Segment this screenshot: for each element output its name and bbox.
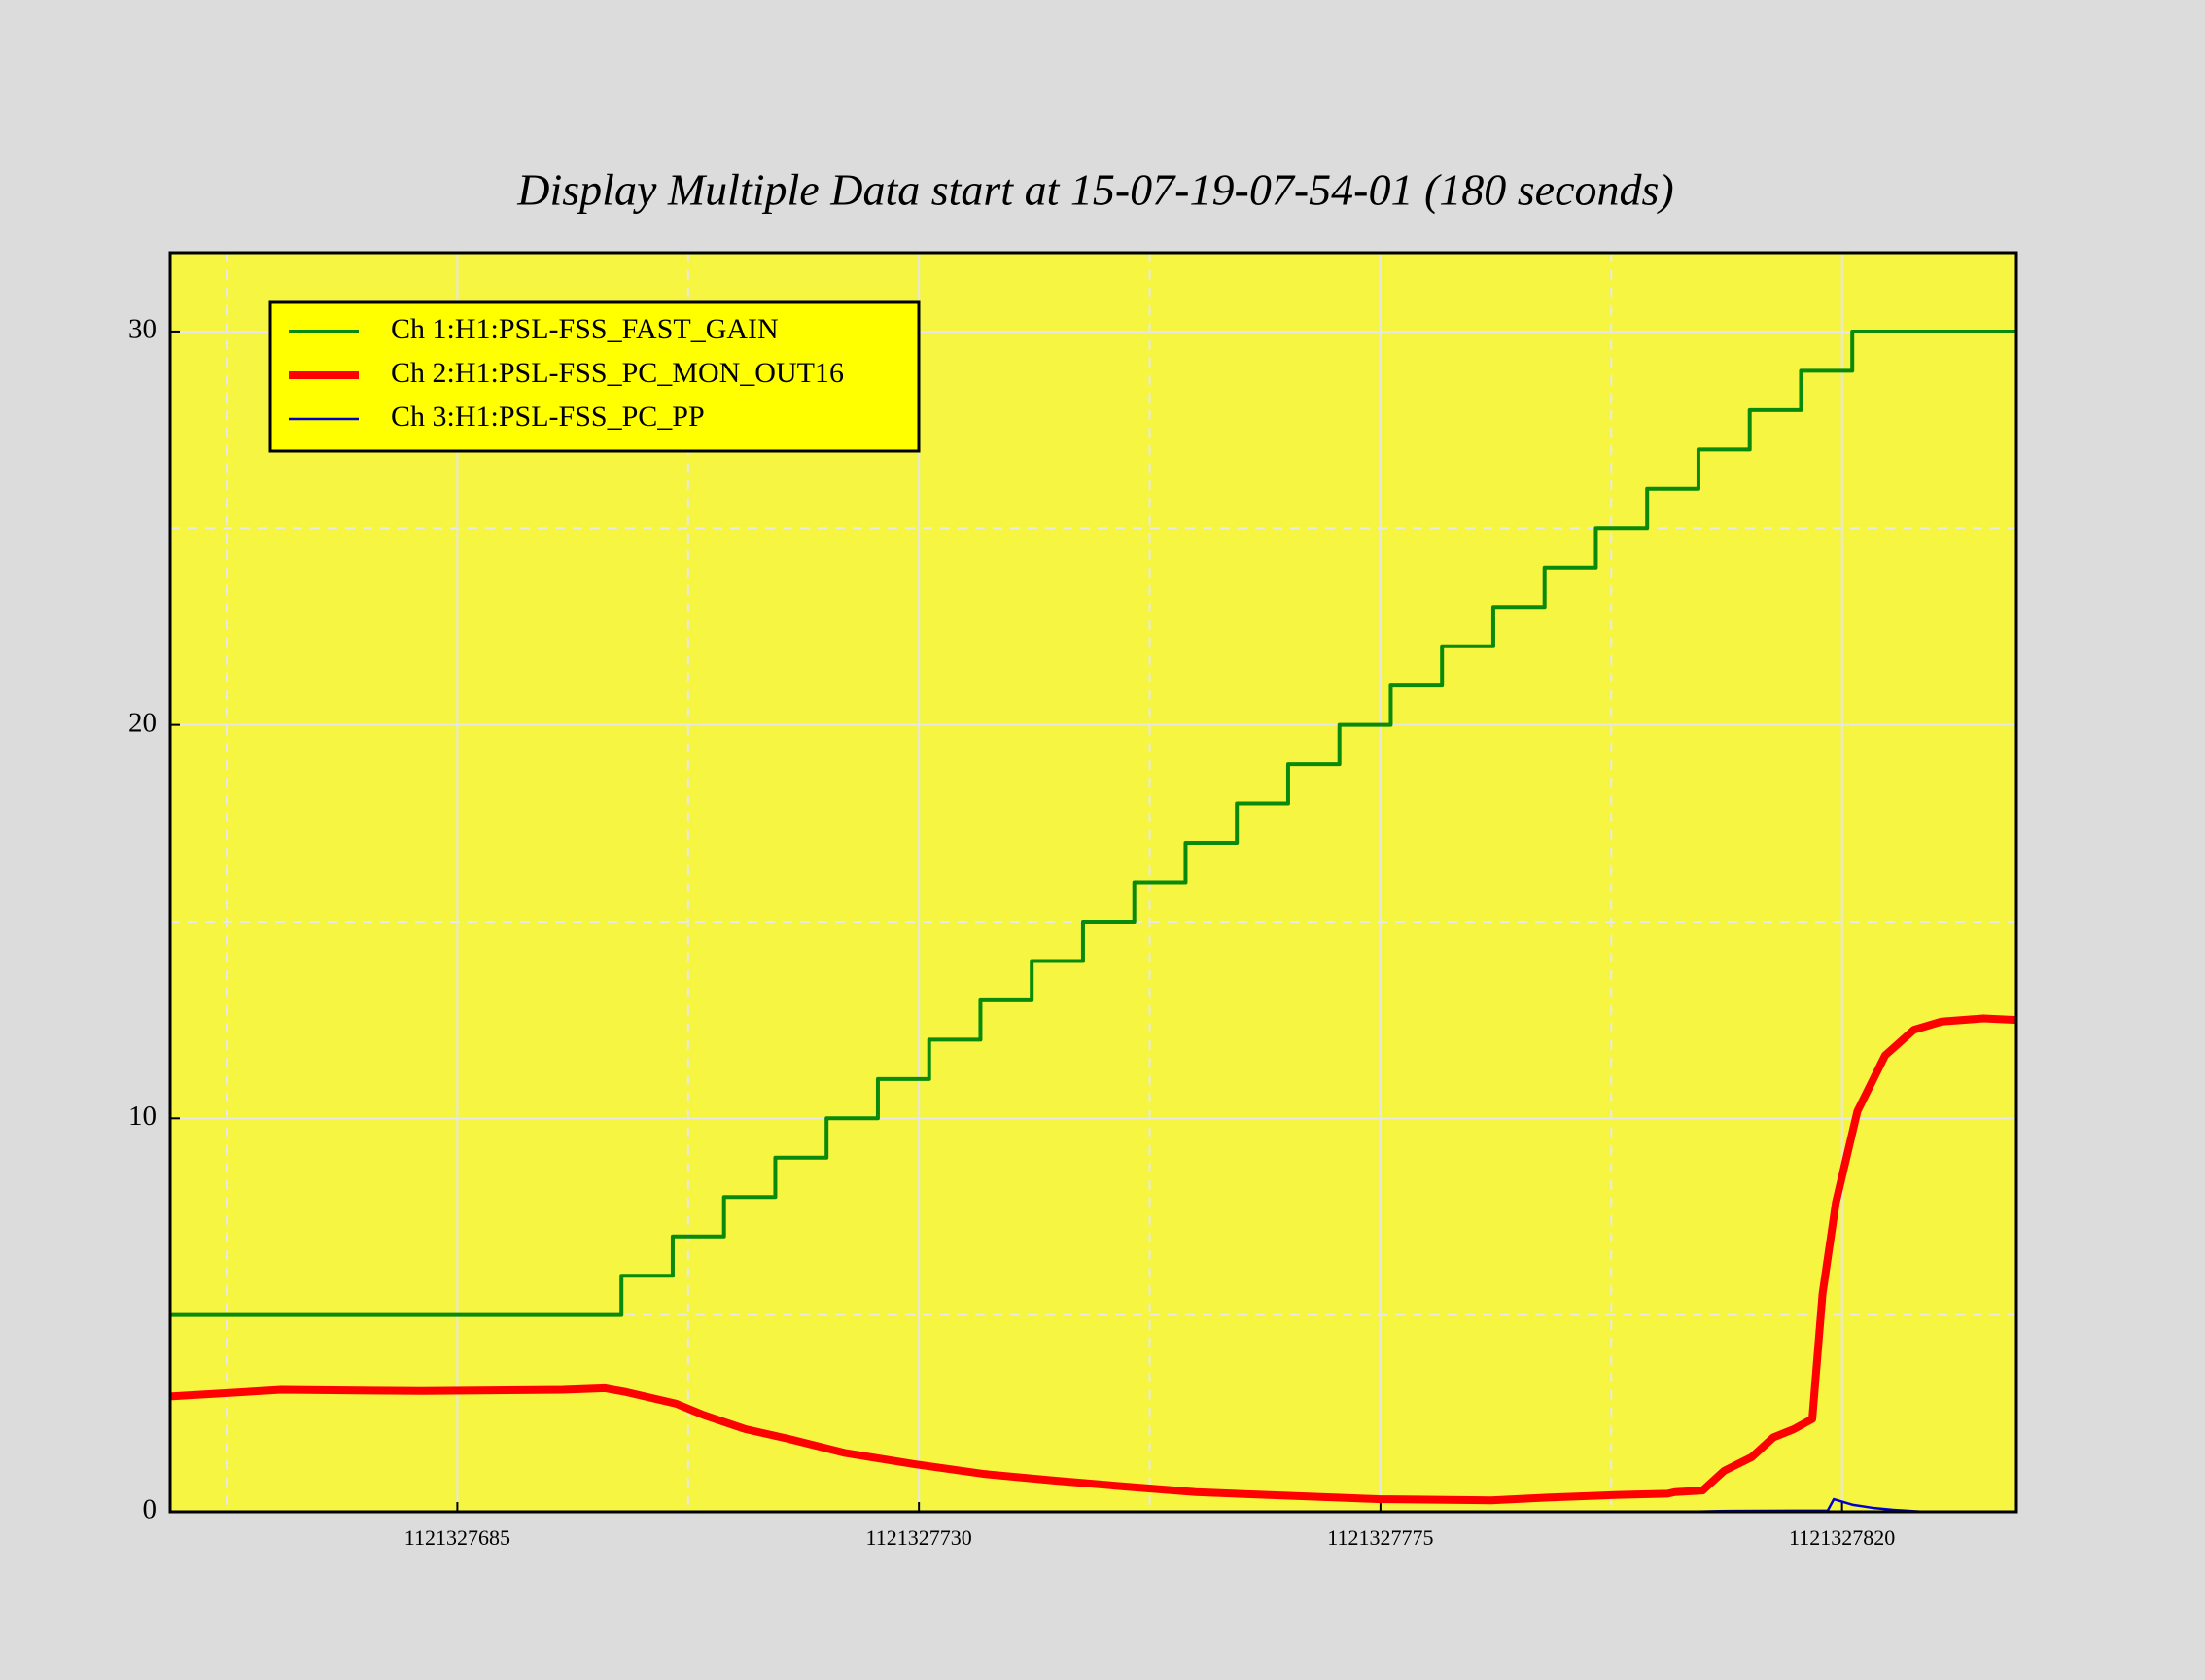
legend-label: Ch 3:H1:PSL-FSS_PC_PP <box>391 401 705 433</box>
chart-title: Display Multiple Data start at 15-07-19-… <box>516 165 1673 215</box>
legend-label: Ch 1:H1:PSL-FSS_FAST_GAIN <box>391 313 779 345</box>
plot-area <box>170 253 2016 1512</box>
series-line <box>169 1014 2017 1505</box>
legend-label: Ch 2:H1:PSL-FSS_PC_MON_OUT16 <box>391 357 844 389</box>
y-tick-label: 30 <box>128 314 157 345</box>
x-tick-label: 1121327820 <box>1789 1525 1895 1550</box>
legend-box <box>268 300 921 453</box>
series-line <box>170 329 2016 1317</box>
x-tick-label: 1121327730 <box>866 1525 972 1550</box>
plot-frame <box>168 251 2018 1514</box>
x-tick-label: 1121327775 <box>1327 1525 1433 1550</box>
y-tick-label: 0 <box>143 1494 158 1525</box>
x-tick-label: 1121327685 <box>404 1525 510 1550</box>
legend: Ch 1:H1:PSL-FSS_FAST_GAIN Ch 2:H1:PSL-FSS… <box>268 300 921 453</box>
y-tick-label: 10 <box>128 1101 157 1132</box>
y-tick-label: 20 <box>128 707 157 738</box>
